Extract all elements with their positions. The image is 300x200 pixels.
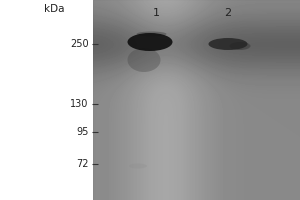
Ellipse shape [129, 164, 147, 168]
Text: 130: 130 [70, 99, 88, 109]
Text: 95: 95 [76, 127, 88, 137]
Ellipse shape [128, 48, 160, 72]
Text: 1: 1 [152, 8, 160, 18]
Ellipse shape [128, 33, 172, 51]
Text: 72: 72 [76, 159, 88, 169]
Ellipse shape [230, 42, 250, 50]
Text: 250: 250 [70, 39, 88, 49]
Bar [93, 0, 300, 200]
Text: 2: 2 [224, 8, 232, 18]
Ellipse shape [136, 31, 166, 36]
Ellipse shape [208, 38, 247, 50]
Text: kDa: kDa [44, 4, 64, 14]
